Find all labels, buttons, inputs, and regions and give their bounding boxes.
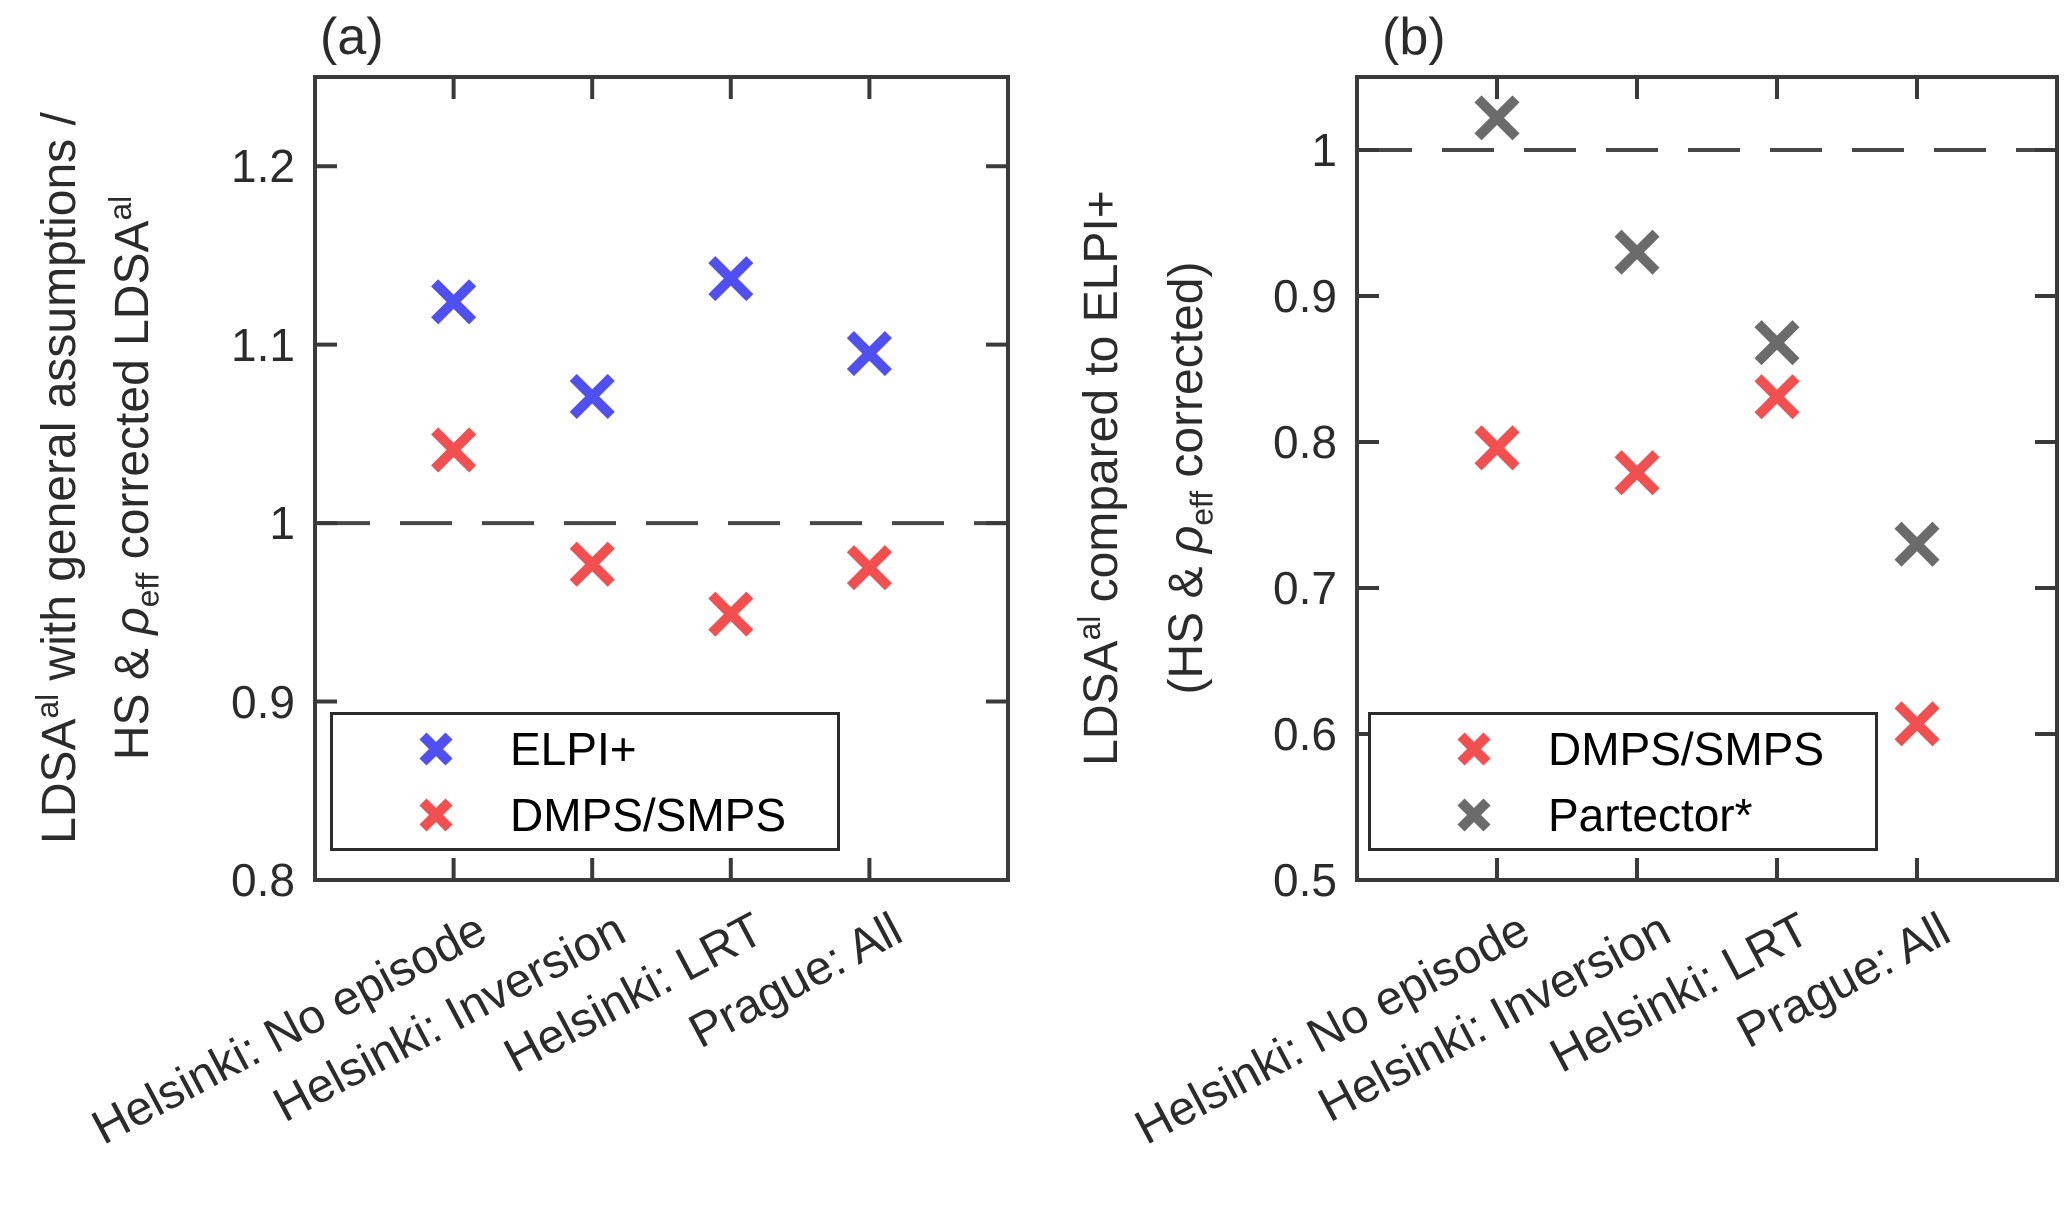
data-point-x-marker bbox=[846, 331, 892, 377]
y-tick-label: 0.9 bbox=[1273, 270, 1337, 322]
y-tick-label: 0.5 bbox=[1273, 854, 1337, 906]
data-point-x-marker bbox=[1894, 701, 1940, 747]
data-point-x-marker bbox=[569, 541, 615, 587]
ylabel-superscript: al bbox=[1071, 615, 1107, 641]
legend-entry-dmps: DMPS/SMPS bbox=[1371, 716, 1875, 782]
y-tick-label: 1.1 bbox=[231, 318, 295, 371]
y-tick-label: 1 bbox=[269, 497, 295, 550]
panel-b-ylabel-line1: LDSAal compared to ELPI+ bbox=[1071, 28, 1131, 928]
legend-entry-dmps: DMPS/SMPS bbox=[333, 782, 837, 848]
data-point-x-marker bbox=[431, 279, 477, 325]
y-tick-label: 0.8 bbox=[231, 854, 295, 906]
data-point-x-marker bbox=[1474, 95, 1520, 141]
ylabel-text: (HS & bbox=[1160, 553, 1213, 695]
x-marker-icon bbox=[1457, 731, 1491, 766]
ylabel-superscript: al bbox=[102, 195, 138, 221]
y-tick-label: 1 bbox=[1311, 124, 1337, 176]
legend-label: ELPI+ bbox=[510, 722, 637, 775]
data-point-x-marker bbox=[431, 427, 477, 473]
y-tick-label: 0.6 bbox=[1273, 708, 1337, 760]
legend-label: DMPS/SMPS bbox=[1548, 722, 1825, 775]
data-point-x-marker bbox=[846, 545, 892, 591]
legend-entry-elpi: ELPI+ bbox=[333, 716, 837, 782]
legend-label: DMPS/SMPS bbox=[510, 788, 787, 841]
data-point-x-marker bbox=[708, 256, 754, 302]
panel-b-ylabel-line2: (HS & ρeff corrected) bbox=[1158, 28, 1220, 928]
legend-entry-partector: Partector* bbox=[1371, 782, 1875, 848]
data-point-x-marker bbox=[1894, 521, 1940, 567]
rho-symbol: ρ bbox=[1160, 525, 1213, 554]
data-point-x-marker bbox=[1754, 320, 1800, 366]
panel-a-ylabel-line2: HS & ρeff corrected LDSAal bbox=[102, 28, 166, 928]
legend-label: Partector* bbox=[1548, 788, 1753, 841]
x-marker-icon bbox=[1457, 797, 1491, 832]
ylabel-subscript: eff bbox=[1183, 490, 1220, 526]
ylabel-text: corrected) bbox=[1160, 261, 1213, 491]
plot-border bbox=[313, 75, 1010, 882]
y-tick-label: 0.8 bbox=[1273, 416, 1337, 468]
x-marker-icon bbox=[419, 797, 453, 832]
plot-border bbox=[1355, 75, 2059, 882]
ylabel-text: LDSA bbox=[33, 718, 86, 844]
y-tick-label: 0.9 bbox=[231, 675, 295, 728]
panel-a-ylabel-line1: LDSAal with general assumptions / bbox=[29, 28, 89, 928]
ylabel-text: HS & bbox=[106, 634, 159, 761]
data-point-x-marker bbox=[1614, 450, 1660, 496]
ylabel-text: LDSA bbox=[1075, 640, 1128, 766]
ylabel-text: corrected LDSA bbox=[106, 220, 159, 573]
data-point-x-marker bbox=[569, 373, 615, 419]
data-point-x-marker bbox=[1474, 425, 1520, 471]
x-marker-icon bbox=[419, 731, 453, 766]
panel-a-label: (a) bbox=[320, 8, 384, 66]
ylabel-subscript: eff bbox=[129, 572, 166, 608]
ylabel-text: compared to ELPI+ bbox=[1075, 190, 1128, 616]
y-tick-label: 0.7 bbox=[1273, 562, 1337, 614]
ylabel-superscript: al bbox=[29, 693, 65, 719]
y-tick-label: 1.2 bbox=[231, 140, 295, 193]
panel-b-label: (b) bbox=[1382, 8, 1446, 66]
panel-a-legend: ELPI+ DMPS/SMPS bbox=[330, 712, 840, 851]
data-point-x-marker bbox=[1754, 374, 1800, 420]
ylabel-text: with general assumptions / bbox=[33, 112, 86, 694]
rho-symbol: ρ bbox=[106, 607, 159, 635]
data-point-x-marker bbox=[708, 591, 754, 637]
panel-b-legend: DMPS/SMPS Partector* bbox=[1368, 712, 1878, 851]
data-point-x-marker bbox=[1614, 229, 1660, 275]
